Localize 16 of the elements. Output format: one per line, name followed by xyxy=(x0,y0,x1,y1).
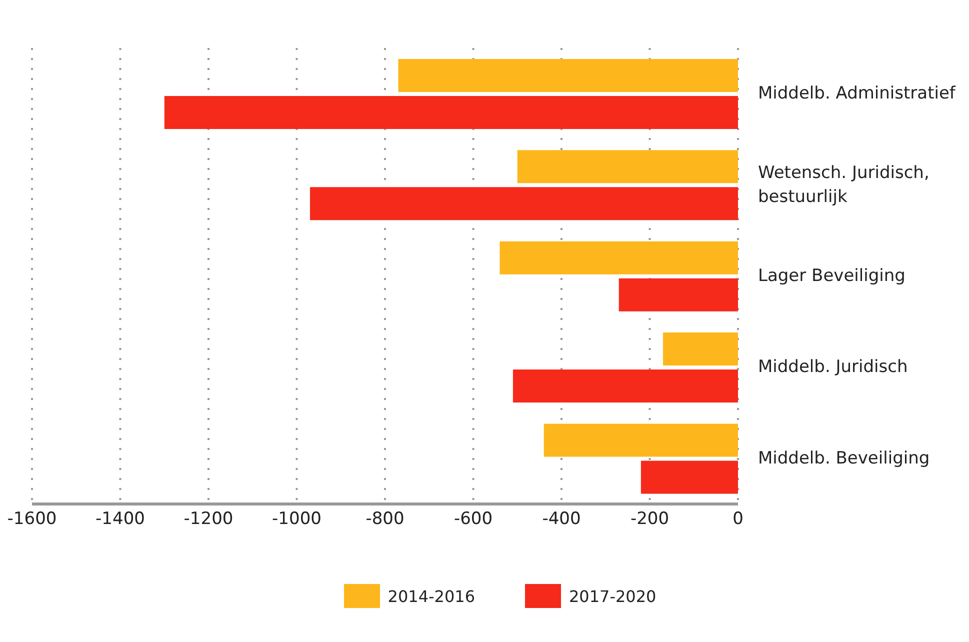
y-tick-label: Wetensch. Juridisch, bestuurlijk xyxy=(758,162,930,206)
x-tick-label: 0 xyxy=(732,509,744,530)
x-tick-label: -800 xyxy=(366,509,404,530)
y-tick-label: Lager Beveiliging xyxy=(758,266,906,286)
legend-label: 2017-2020 xyxy=(569,586,656,606)
x-tick-label: -1400 xyxy=(96,509,145,530)
x-tick-label: -600 xyxy=(454,509,493,530)
y-tick-label: Middelb. Administratief xyxy=(758,83,956,104)
x-tick-label: -200 xyxy=(630,509,670,530)
y-tick-label: Middelb. Juridisch xyxy=(758,356,908,377)
legend-label: 2014-2016 xyxy=(388,586,475,606)
x-tick-label: -1600 xyxy=(7,509,57,530)
x-tick-label: -1200 xyxy=(184,509,234,530)
x-tick-label: -1000 xyxy=(272,509,322,530)
x-tick-label: -400 xyxy=(542,509,581,530)
y-tick-label: Middelb. Beveiliging xyxy=(758,448,930,468)
